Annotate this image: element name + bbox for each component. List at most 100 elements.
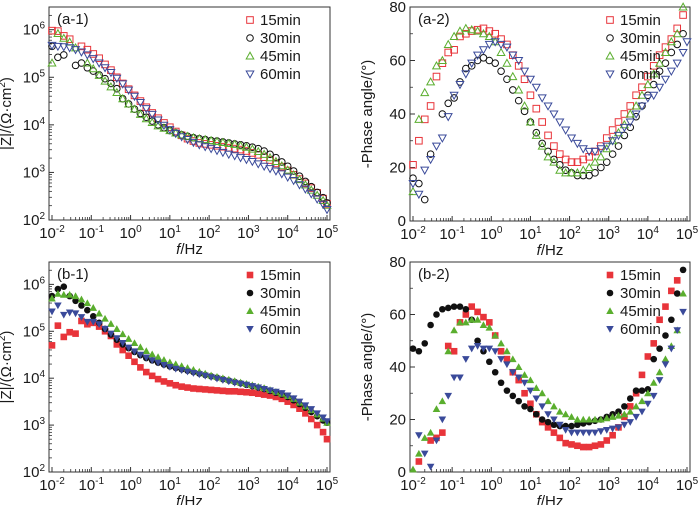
data-point <box>231 388 238 395</box>
data-point <box>60 283 68 291</box>
data-point <box>614 424 623 432</box>
data-point <box>83 299 92 307</box>
y-tick-label: 60 <box>389 53 406 70</box>
data-point <box>283 165 293 174</box>
data-point <box>89 312 97 320</box>
data-point <box>82 58 93 67</box>
data-point <box>88 63 98 73</box>
data-point <box>480 313 487 321</box>
data-point <box>201 386 209 393</box>
data-point <box>655 67 664 75</box>
data-point <box>113 73 121 82</box>
data-point <box>295 398 304 406</box>
y-tick-label: 102 <box>23 211 46 229</box>
y-tick-label: 103 <box>23 416 46 434</box>
y-tick-label: 40 <box>389 106 406 123</box>
data-point <box>141 105 151 114</box>
data-point <box>408 180 418 189</box>
data-point <box>555 407 564 415</box>
data-point <box>473 342 482 350</box>
data-point <box>160 378 168 385</box>
data-point <box>514 363 523 371</box>
x-tick-label: 100 <box>119 476 142 494</box>
data-point <box>425 77 436 86</box>
data-point <box>247 144 258 153</box>
data-point <box>666 36 676 46</box>
data-point <box>484 31 494 40</box>
x-tick-label: 100 <box>480 225 503 243</box>
data-point <box>59 33 69 42</box>
data-point <box>236 380 245 388</box>
data-point <box>555 165 565 174</box>
data-point <box>444 304 452 312</box>
data-point <box>415 432 423 440</box>
data-point <box>620 410 629 418</box>
panel-a-1: 10-2 10-1 100 101 102 103 104 105f/Hz1021031041… <box>0 6 339 258</box>
legend-item: 15min <box>606 267 661 284</box>
data-point <box>550 421 558 429</box>
data-point <box>172 381 180 389</box>
data-point <box>509 392 517 400</box>
data-point <box>608 413 617 420</box>
data-point <box>584 162 594 172</box>
data-point <box>236 145 245 154</box>
data-point <box>544 131 552 140</box>
data-point <box>450 326 458 334</box>
data-point <box>48 26 56 35</box>
data-point <box>479 321 488 329</box>
data-point <box>142 368 150 376</box>
data-point <box>596 145 606 154</box>
data-point <box>266 387 274 395</box>
data-point <box>625 118 635 127</box>
data-point <box>123 86 134 95</box>
data-point <box>649 392 658 400</box>
data-point <box>213 375 221 383</box>
data-point <box>241 142 252 151</box>
data-point <box>503 347 511 355</box>
data-point <box>620 421 629 429</box>
y-axis: 0 20 40 60 80 <box>389 0 415 230</box>
data-point <box>307 406 316 413</box>
data-point <box>456 318 464 326</box>
data-point <box>474 308 481 316</box>
data-point <box>668 287 675 295</box>
data-point <box>307 182 316 191</box>
data-point <box>188 132 199 142</box>
data-point <box>200 143 210 152</box>
data-point <box>550 142 558 150</box>
data-point <box>136 343 145 351</box>
data-point <box>486 319 493 326</box>
data-point <box>414 114 424 123</box>
y-tick-label: 80 <box>389 254 406 271</box>
data-point <box>567 429 576 437</box>
data-point <box>544 397 552 405</box>
data-point <box>89 318 98 326</box>
data-point <box>508 71 518 81</box>
data-point <box>59 311 68 319</box>
data-point <box>426 428 435 436</box>
legend-marker <box>606 271 614 279</box>
data-point <box>585 415 593 423</box>
data-point <box>562 439 569 447</box>
data-point <box>427 437 434 444</box>
data-point <box>153 116 163 125</box>
data-point <box>566 168 577 177</box>
data-point <box>289 395 298 403</box>
data-point <box>497 347 505 355</box>
data-point <box>619 123 630 133</box>
data-point <box>135 109 146 118</box>
data-point <box>318 195 328 205</box>
x-tick-label: 10-2 <box>39 476 65 494</box>
data-point <box>65 290 74 298</box>
legend-marker <box>246 289 254 297</box>
data-point <box>649 69 659 78</box>
data-point <box>426 102 435 110</box>
data-point <box>124 344 133 352</box>
data-point <box>142 347 151 355</box>
y-axis-label: |Z|/(Ω·cm2) <box>0 77 15 150</box>
data-point <box>474 337 481 345</box>
data-point <box>224 138 234 147</box>
data-point <box>544 424 552 431</box>
data-point <box>479 24 488 33</box>
